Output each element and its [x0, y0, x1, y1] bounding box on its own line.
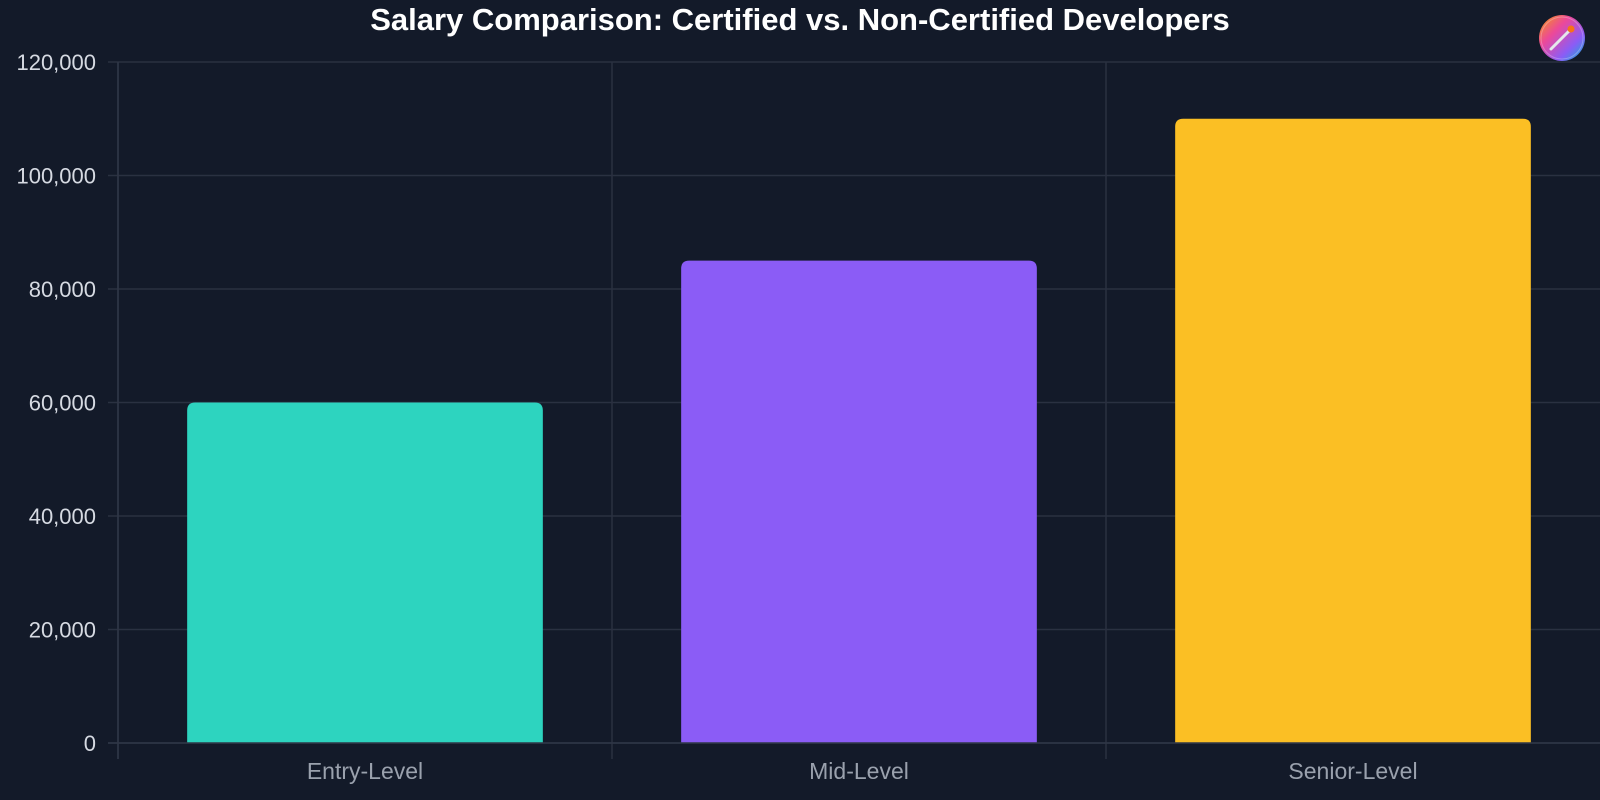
y-tick-label: 0 — [84, 731, 96, 756]
chart-title: Salary Comparison: Certified vs. Non-Cer… — [370, 2, 1230, 37]
y-tick-label: 100,000 — [16, 164, 96, 189]
y-tick-label: 60,000 — [29, 391, 96, 416]
y-tick-label: 20,000 — [29, 618, 96, 643]
bar-senior-level — [1175, 118, 1531, 743]
y-tick-label: 120,000 — [16, 50, 96, 75]
x-axis: Entry-Level Mid-Level Senior-Level — [108, 742, 1600, 784]
logo-icon — [1539, 15, 1585, 61]
y-axis: 0 20,000 40,000 60,000 80,000 100,000 120,000 — [16, 50, 119, 759]
bars — [187, 118, 1531, 743]
x-tick-label: Mid-Level — [809, 758, 909, 784]
bar-entry-level — [187, 402, 543, 743]
y-tick-label: 80,000 — [29, 277, 96, 302]
x-tick-label: Entry-Level — [307, 758, 423, 784]
bar-mid-level — [681, 260, 1037, 743]
x-tick-label: Senior-Level — [1288, 758, 1417, 784]
y-tick-label: 40,000 — [29, 504, 96, 529]
